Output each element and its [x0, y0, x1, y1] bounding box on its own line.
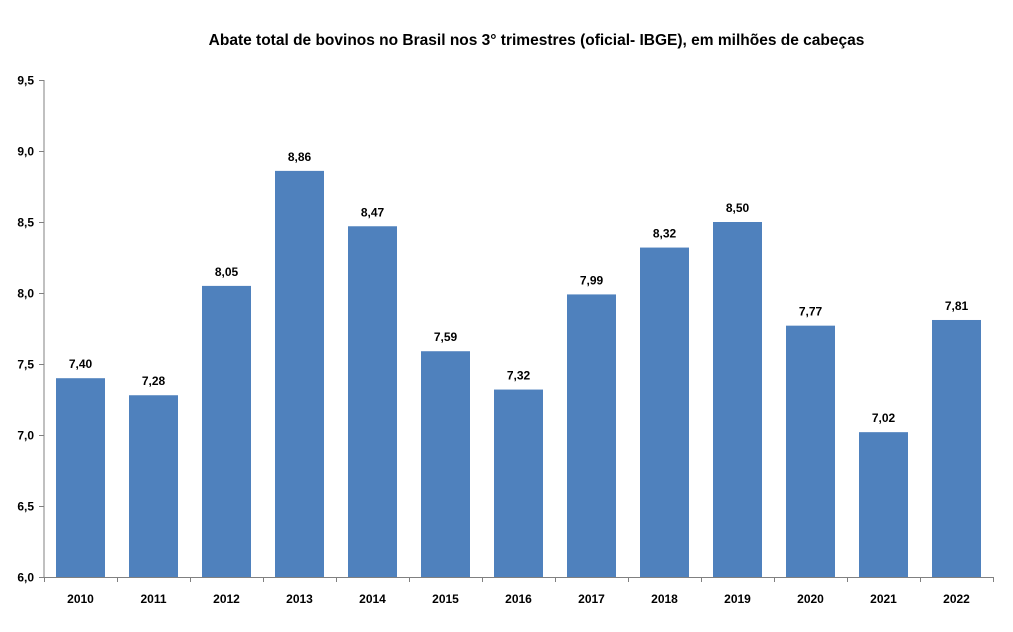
bar-2010	[56, 378, 105, 577]
data-label-2015: 7,59	[434, 330, 458, 344]
y-tick-label: 7,0	[17, 429, 34, 443]
data-label-2020: 7,77	[799, 305, 823, 319]
x-tick-label-2011: 2011	[140, 592, 166, 606]
bars	[56, 170, 981, 577]
x-tick-label-2010: 2010	[67, 592, 94, 606]
y-tick-label: 6,5	[17, 500, 34, 514]
x-tick-label-2016: 2016	[505, 592, 532, 606]
bar-2013	[275, 170, 324, 577]
data-label-2013: 8,86	[288, 150, 312, 164]
bar-2014	[348, 226, 397, 577]
chart-title: Abate total de bovinos no Brasil nos 3° …	[208, 32, 865, 49]
y-tick-label: 8,5	[17, 216, 34, 230]
data-label-2021: 7,02	[872, 411, 896, 425]
y-tick-label: 7,5	[17, 358, 34, 372]
data-label-2019: 8,50	[726, 201, 750, 215]
y-tick-label: 9,5	[17, 74, 34, 88]
x-tick-label-2014: 2014	[359, 592, 386, 606]
data-label-2017: 7,99	[580, 273, 604, 287]
bar-2021	[859, 432, 908, 577]
data-label-2022: 7,81	[945, 299, 969, 313]
x-tick-label-2013: 2013	[286, 592, 313, 606]
x-tick-label-2017: 2017	[578, 592, 605, 606]
bar-2017	[567, 294, 616, 577]
bar-2022	[932, 319, 981, 577]
y-tick-label: 8,0	[17, 287, 34, 301]
data-label-2011: 7,28	[142, 374, 166, 388]
bar-2015	[421, 351, 470, 577]
y-tick-label: 6,0	[17, 571, 34, 585]
bar-2018	[640, 247, 689, 577]
bar-2019	[713, 222, 762, 577]
data-label-2010: 7,40	[69, 357, 93, 371]
x-tick-label-2018: 2018	[651, 592, 678, 606]
data-labels: 7,40 7,28 8,05 8,86 8,47 7,59 7,32 7,99 8,32 8,50…	[69, 150, 969, 425]
x-tick-label-2015: 2015	[432, 592, 459, 606]
data-label-2012: 8,05	[215, 265, 239, 279]
x-tick-label-2020: 2020	[797, 592, 824, 606]
bar-2011	[129, 395, 178, 577]
bar-2020	[786, 325, 835, 577]
y-axis: 6,0 6,5 7,0 7,5 8,0 8,5 9,0 9,5	[17, 74, 45, 585]
bar-2016	[494, 389, 543, 577]
data-label-2016: 7,32	[507, 369, 531, 383]
y-tick-label: 9,0	[17, 145, 34, 159]
x-tick-label-2021: 2021	[870, 592, 897, 606]
data-label-2014: 8,47	[361, 205, 385, 219]
x-tick-label-2019: 2019	[724, 592, 751, 606]
x-tick-label-2022: 2022	[943, 592, 970, 606]
bar-2012	[202, 285, 251, 577]
x-tick-label-2012: 2012	[213, 592, 240, 606]
data-label-2018: 8,32	[653, 227, 677, 241]
x-axis: 2010 2011 2012 2013 2014 2015 2016 2017 2018 2019…	[44, 577, 994, 606]
